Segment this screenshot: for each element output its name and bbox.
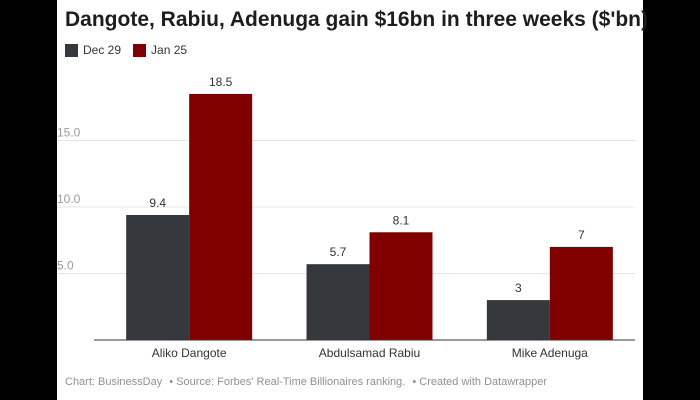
legend-swatch-jan-25 (133, 43, 147, 57)
x-tick-label-abdulsamad-rabiu: Abdulsamad Rabiu (319, 346, 420, 360)
legend-item-jan-25: Jan 25 (133, 43, 187, 57)
legend-label-dec-29: Dec 29 (83, 43, 122, 57)
legend-item-dec-29: Dec 29 (65, 43, 121, 57)
bar-jan-25-abdulsamad-rabiu (369, 232, 433, 340)
data-label-dec-29-abdulsamad-rabiu: 5.7 (330, 245, 347, 259)
legend-swatch-dec-29 (65, 43, 78, 57)
bar-dec-29-mike-adenuga (486, 300, 550, 340)
bar-dec-29-abdulsamad-rabiu (306, 264, 370, 340)
legend: Dec 29 Jan 25 (65, 43, 199, 57)
y-tick-label-10-0: 10.0 (57, 192, 81, 206)
chart-title: Dangote, Rabiu, Adenuga gain $16bn in th… (65, 8, 648, 31)
bar-dec-29-aliko-dangote (126, 214, 190, 340)
data-label-jan-25-abdulsamad-rabiu: 8.1 (393, 213, 410, 227)
footer-credit: Chart: BusinessDay (65, 376, 163, 388)
y-tick-label-15-0: 15.0 (57, 125, 81, 139)
footer-source: • Source: Forbes' Real-Time Billionaires… (169, 376, 406, 388)
legend-label-jan-25: Jan 25 (151, 43, 188, 57)
data-label-jan-25-aliko-dangote: 18.5 (209, 75, 233, 89)
y-tick-label-5-0: 5.0 (57, 258, 74, 272)
bar-jan-25-mike-adenuga (549, 246, 613, 340)
right-letterbox (643, 0, 700, 400)
data-label-dec-29-mike-adenuga: 3 (515, 281, 522, 295)
data-label-dec-29-aliko-dangote: 9.4 (149, 196, 166, 210)
x-tick-label-aliko-dangote: Aliko Dangote (152, 346, 227, 360)
footer: Chart: BusinessDay • Source: Forbes' Rea… (65, 376, 551, 388)
bar-chart: 5.0 10.0 15.0 9.4 18.5 Aliko Dangote 5.7 8.1 Abd… (57, 75, 635, 360)
data-label-jan-25-mike-adenuga: 7 (578, 228, 585, 242)
left-letterbox (0, 0, 57, 400)
bar-jan-25-aliko-dangote (189, 93, 253, 340)
footer-tool: • Created with Datawrapper (412, 376, 548, 388)
x-tick-label-mike-adenuga: Mike Adenuga (512, 346, 588, 360)
chart-container: Dangote, Rabiu, Adenuga gain $16bn in th… (57, 0, 648, 400)
